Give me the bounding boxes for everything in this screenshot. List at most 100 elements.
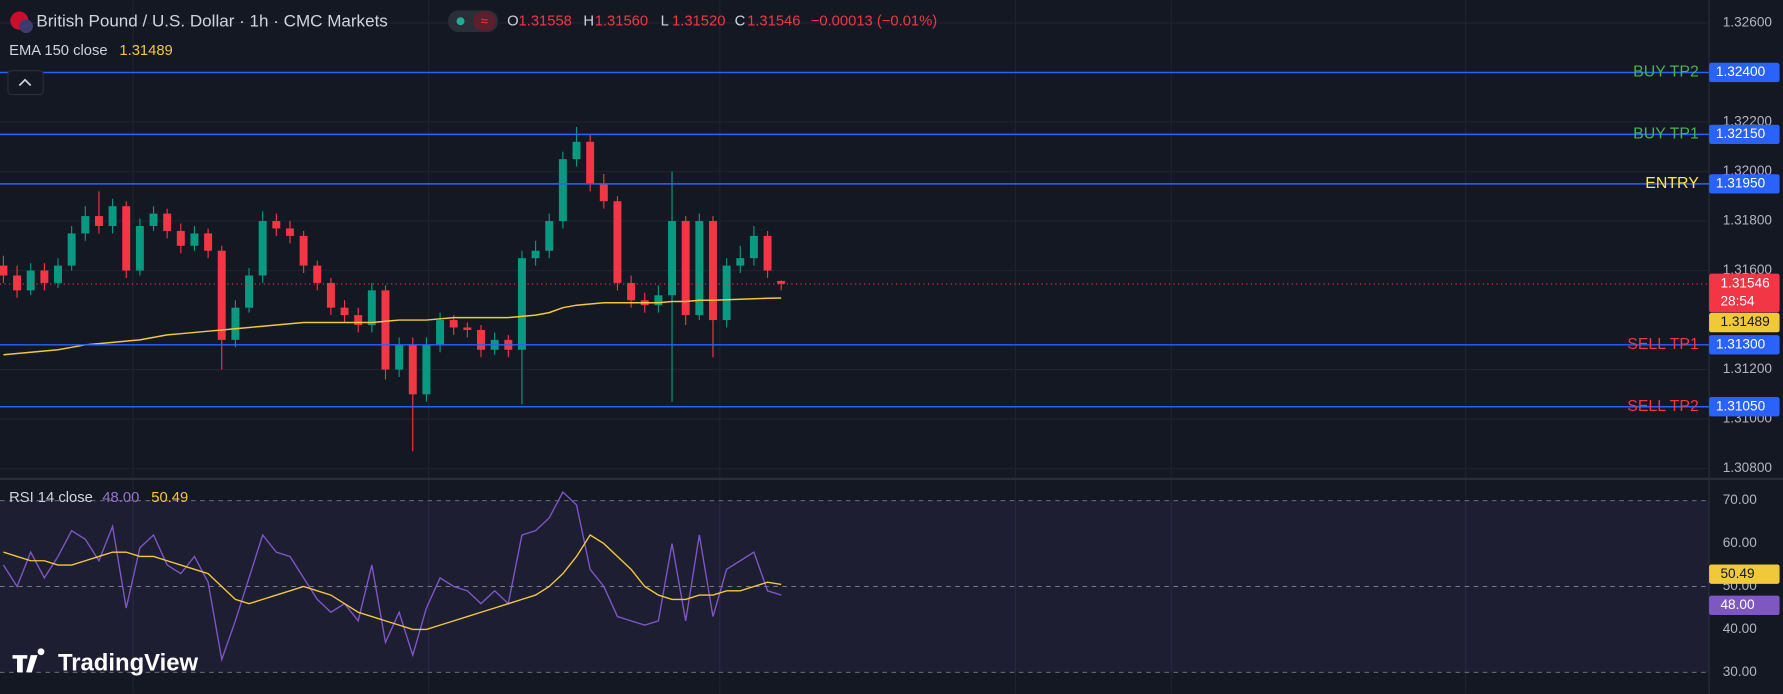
y-tick-label: 30.00 — [1723, 664, 1758, 679]
rsi-axis-value: 48.00 — [1720, 597, 1755, 612]
status-icon — [473, 11, 496, 31]
candle-body — [477, 329, 485, 350]
level-value: 1.32150 — [1716, 126, 1766, 141]
level-value: 1.31050 — [1716, 398, 1766, 413]
candle-body — [299, 235, 308, 266]
candle-body — [81, 216, 90, 234]
candle-body — [67, 233, 76, 266]
candle-body — [654, 295, 663, 306]
y-tick-label: 1.31600 — [1723, 262, 1773, 277]
candle-body — [340, 307, 349, 316]
ohlc-value: 1.31560 — [595, 14, 648, 30]
candle-body — [190, 233, 199, 246]
candle-body — [763, 235, 772, 271]
candle-body — [354, 315, 363, 326]
candle-body — [749, 235, 758, 259]
level-value: 1.32400 — [1716, 64, 1766, 79]
candle-body — [217, 250, 226, 340]
candle-body — [681, 221, 690, 316]
candle-body — [422, 344, 431, 395]
candle-body — [627, 282, 636, 301]
logo-icon — [12, 648, 45, 673]
rsi-axis-value: 50.49 — [1720, 566, 1754, 581]
candle-body — [231, 307, 240, 340]
ohlc-value: 1.31558 — [519, 14, 572, 30]
candle-body — [176, 230, 185, 246]
candle-body — [367, 290, 376, 326]
candle-body — [722, 265, 731, 321]
candle-body — [777, 280, 786, 284]
line — [2, 490, 782, 663]
level-value: 1.31950 — [1716, 175, 1766, 190]
countdown: 28:54 — [1720, 294, 1755, 309]
y-tick-label: 60.00 — [1723, 535, 1758, 550]
candle-body — [408, 344, 417, 395]
line — [3, 534, 782, 631]
symbol-title: British Pound / U.S. Dollar · 1h · CMC M… — [36, 11, 387, 30]
axis-label-box — [1709, 312, 1780, 333]
candle-body — [13, 275, 22, 291]
candle-body — [517, 258, 526, 350]
status-icon-glyph: ≈ — [481, 13, 489, 28]
candle-body — [135, 225, 144, 271]
candle-body — [54, 265, 62, 283]
last-price: 1.31546 — [1720, 276, 1769, 291]
candle-body — [736, 258, 745, 266]
candle-body — [326, 282, 335, 308]
y-tick-label: 1.32600 — [1723, 15, 1773, 30]
ohlc-key: L — [661, 14, 669, 30]
ema-axis-value: 1.31489 — [1720, 314, 1769, 329]
candle-body — [313, 265, 322, 283]
level-label: SELL TP1 — [1627, 336, 1699, 353]
candle-body — [381, 290, 390, 370]
level-label: ENTRY — [1645, 175, 1699, 192]
candle-body — [599, 183, 608, 202]
axis-label-box — [1709, 124, 1780, 145]
level-label: BUY TP2 — [1633, 64, 1699, 81]
candle-body — [586, 141, 595, 184]
collapse-button[interactable] — [7, 70, 44, 96]
level-label: SELL TP2 — [1627, 398, 1699, 415]
change: −0.00013 (−0.01%) — [811, 14, 937, 30]
candle-body — [558, 159, 567, 222]
ema-legend: EMA 150 close — [9, 43, 108, 59]
candle-body — [572, 141, 581, 160]
level-value: 1.31300 — [1716, 336, 1766, 351]
ohlc-key: H — [583, 14, 594, 30]
candle-body — [708, 221, 717, 321]
level-label: BUY TP1 — [1633, 126, 1699, 143]
rsi-legend-value: 48.00 — [102, 490, 139, 506]
candle-body — [245, 275, 254, 308]
axis-label-box — [1709, 335, 1780, 355]
y-tick-label: 40.00 — [1723, 621, 1758, 636]
axis-label-box — [1709, 564, 1780, 584]
candle-body — [531, 250, 540, 259]
line — [3, 297, 782, 356]
axis-label-box — [1709, 174, 1780, 194]
candle-body — [163, 213, 172, 231]
candle-body — [0, 265, 8, 276]
candle-body — [695, 221, 704, 316]
y-tick-label: 1.31200 — [1723, 361, 1773, 376]
status-dot — [456, 17, 465, 26]
candle-body — [436, 320, 445, 345]
candle-body — [40, 270, 49, 283]
last-price-box — [1709, 273, 1780, 313]
header: British Pound / U.S. Dollar · 1h · CMC M… — [7, 10, 937, 677]
candle-body — [395, 344, 404, 370]
candle-body — [449, 320, 458, 328]
watermark: TradingView — [58, 650, 199, 677]
candle-body — [149, 213, 158, 226]
candle-body — [545, 221, 554, 251]
rsi-legend: RSI 14 close — [9, 490, 93, 506]
y-tick-label: 1.30800 — [1723, 460, 1773, 475]
axis-label-box — [1709, 397, 1780, 417]
plot: 1.326001.322001.320001.318001.316001.312… — [0, 15, 1780, 679]
collapse-icon — [18, 78, 32, 87]
y-tick-label: 1.31800 — [1723, 213, 1773, 228]
ohlc-value: 1.31546 — [747, 14, 800, 30]
rsi-ma-legend-value: 50.49 — [151, 490, 188, 506]
axis-label-box — [1709, 62, 1780, 83]
